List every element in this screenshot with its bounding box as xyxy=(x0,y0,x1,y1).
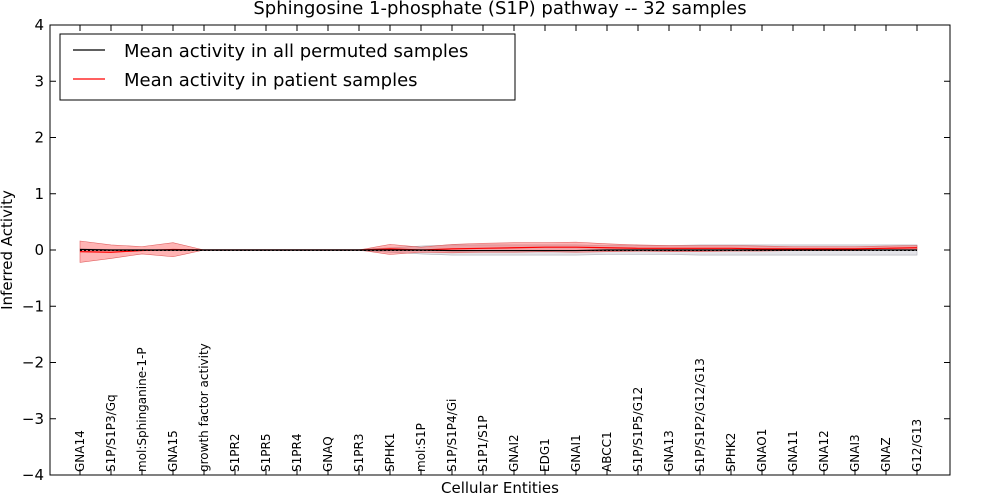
y-axis-label: Inferred Activity xyxy=(0,190,16,310)
x-axis-label: Cellular Entities xyxy=(441,479,559,497)
y-tick-label: 0 xyxy=(34,241,44,259)
x-tick-label: GNA12 xyxy=(817,430,831,472)
x-tick-label: GNAI2 xyxy=(507,434,521,472)
legend-box xyxy=(59,33,516,101)
y-tick-label: 3 xyxy=(34,72,44,90)
x-tick-label: mol:Sphinganine-1-P xyxy=(135,347,149,472)
x-tick-label: G12/G13 xyxy=(910,419,924,472)
x-tick-label: GNAI3 xyxy=(848,434,862,472)
plot-frame xyxy=(49,24,951,476)
x-tick-label: S1P/S1P2/G12/G13 xyxy=(693,358,707,472)
x-tick-label: GNA13 xyxy=(662,430,676,472)
x-tick-label: SPHK2 xyxy=(724,433,738,472)
y-tick-label: 2 xyxy=(34,129,44,147)
y-tick-label: 1 xyxy=(34,185,44,203)
chart-title: Sphingosine 1-phosphate (S1P) pathway --… xyxy=(253,0,746,19)
x-tick-label: GNA14 xyxy=(73,430,87,472)
x-tick-label: SPHK1 xyxy=(383,433,397,472)
x-tick-label: EDG1 xyxy=(538,438,552,472)
x-tick-label: GNA11 xyxy=(786,430,800,472)
y-tick-label: −2 xyxy=(22,354,44,372)
x-tick-label: mol:S1P xyxy=(414,423,428,472)
y-tick-label: −1 xyxy=(22,297,44,315)
y-tick-label: 4 xyxy=(34,16,44,34)
x-tick-label: GNAQ xyxy=(321,436,335,472)
x-tick-label: GNA15 xyxy=(166,430,180,472)
y-tick-label: −4 xyxy=(22,466,44,484)
legend-label-permuted: Mean activity in all permuted samples xyxy=(124,41,468,62)
legend-label-patient: Mean activity in patient samples xyxy=(124,70,418,91)
x-tick-label: S1PR4 xyxy=(290,434,304,472)
x-tick-label: GNAI1 xyxy=(569,434,583,472)
x-tick-label: S1P/S1P5/G12 xyxy=(631,387,645,472)
x-tick-label: GNAO1 xyxy=(755,429,769,472)
x-axis-ticks: GNA14 S1P/S1P3/Gq mol:Sphinganine-1-P GNA15… xyxy=(73,25,924,475)
x-tick-label: S1P1/S1P xyxy=(476,415,490,472)
y-tick-label: −3 xyxy=(22,410,44,428)
y-axis-ticks: −4 −3 −2 −1 0 1 2 3 4 xyxy=(22,16,950,484)
x-tick-label: GNAZ xyxy=(879,437,893,472)
x-tick-label: S1PR3 xyxy=(352,434,366,472)
x-tick-label: ABCC1 xyxy=(600,431,614,472)
x-tick-label: S1PR5 xyxy=(259,434,273,472)
x-tick-label: S1P/S1P3/Gq xyxy=(104,394,118,472)
x-tick-label: growth factor activity xyxy=(197,343,211,472)
legend: Mean activity in all permuted samples Me… xyxy=(59,33,516,101)
x-tick-label: S1PR2 xyxy=(228,434,242,472)
series-lines xyxy=(79,246,918,253)
x-tick-label: S1P/S1P4/Gi xyxy=(445,399,459,472)
